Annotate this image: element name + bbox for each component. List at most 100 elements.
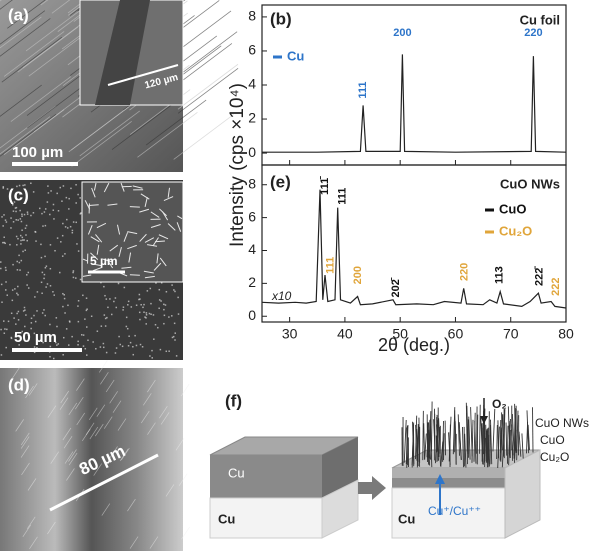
speck	[4, 328, 6, 330]
streak	[149, 536, 159, 549]
streak	[11, 366, 21, 379]
speck	[163, 303, 165, 306]
panel-label: (a)	[8, 5, 29, 24]
speck	[172, 335, 175, 338]
speck	[49, 323, 51, 326]
speck	[11, 203, 14, 206]
needle	[116, 224, 121, 235]
speck	[49, 244, 52, 246]
streak	[119, 448, 129, 462]
speck	[30, 317, 33, 320]
streak	[147, 379, 156, 393]
speck	[145, 314, 148, 316]
speck	[27, 334, 30, 336]
speck	[174, 290, 176, 293]
speck	[174, 332, 176, 334]
speck	[139, 343, 142, 346]
needle	[96, 244, 100, 255]
speck	[14, 288, 16, 290]
speck	[23, 306, 26, 309]
speck	[68, 344, 70, 346]
speck	[62, 292, 64, 295]
nanowire	[526, 410, 530, 454]
speck	[57, 210, 60, 212]
nanowire	[411, 422, 415, 468]
speck	[77, 250, 80, 252]
needle	[92, 266, 103, 272]
x-tick-label: 60	[448, 326, 464, 342]
speck	[85, 309, 88, 312]
needle	[150, 211, 160, 218]
speck	[49, 285, 52, 287]
speck	[106, 316, 108, 319]
y-tick-label: 2	[248, 274, 256, 290]
plot-frame	[261, 164, 567, 323]
speck	[6, 294, 9, 296]
speck	[50, 190, 52, 192]
speck	[5, 346, 7, 349]
needle	[120, 182, 125, 192]
speck	[2, 187, 5, 189]
streak	[165, 484, 175, 497]
speck	[104, 325, 107, 327]
y-tick-label: 2	[248, 110, 256, 126]
speck	[49, 213, 51, 216]
speck	[34, 296, 36, 298]
speck	[17, 237, 19, 240]
streak	[59, 397, 69, 410]
streak	[143, 393, 152, 406]
speck	[5, 269, 7, 271]
nanowire	[457, 414, 460, 456]
streak	[0, 18, 51, 57]
speck	[19, 218, 22, 220]
speck	[25, 314, 27, 316]
speck	[14, 207, 17, 209]
peak-label: 111̄	[319, 176, 331, 195]
speck	[15, 235, 18, 238]
speck	[21, 330, 23, 333]
nanowire	[423, 423, 426, 460]
speck	[135, 304, 138, 307]
streak	[0, 113, 57, 157]
panel-label: (f)	[225, 391, 242, 410]
speck	[82, 294, 84, 297]
speck	[40, 256, 43, 259]
needle	[132, 185, 143, 189]
speck	[77, 193, 79, 196]
y-tick-label: 4	[248, 241, 256, 257]
speck	[96, 330, 99, 332]
streak	[21, 462, 30, 476]
speck	[145, 317, 147, 319]
needle	[96, 222, 107, 229]
nanowire	[516, 410, 519, 461]
streak	[47, 405, 57, 418]
chart-title: Cu foil	[520, 12, 560, 27]
nanowire	[496, 425, 498, 460]
layer-cu	[209, 497, 323, 539]
speck	[20, 220, 23, 223]
layer-side	[322, 437, 358, 498]
speck	[92, 341, 94, 343]
speck	[36, 291, 39, 293]
needle	[177, 215, 183, 220]
speck	[15, 206, 18, 209]
speck	[128, 335, 130, 337]
nanowire	[433, 419, 437, 464]
speck	[139, 298, 141, 300]
streak	[145, 99, 207, 146]
peak-label: 220	[524, 27, 542, 39]
streak	[26, 516, 36, 529]
nanowire	[473, 412, 476, 462]
streak	[15, 419, 24, 432]
speck	[40, 281, 43, 284]
speck	[21, 213, 23, 216]
speck	[61, 234, 64, 237]
y-tick-label: 0	[248, 144, 256, 160]
needle	[153, 262, 162, 271]
speck	[68, 208, 70, 210]
speck	[71, 229, 74, 232]
layer-label: Cu	[218, 511, 235, 526]
speck	[44, 266, 47, 269]
needle	[144, 237, 155, 243]
needle	[103, 182, 110, 193]
